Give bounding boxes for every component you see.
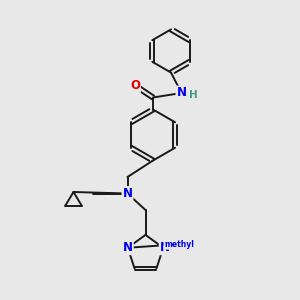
Text: N: N bbox=[176, 86, 187, 100]
Text: O: O bbox=[130, 79, 140, 92]
Text: N: N bbox=[160, 241, 170, 254]
Text: H: H bbox=[189, 90, 198, 100]
Text: N: N bbox=[123, 241, 133, 254]
Text: N: N bbox=[122, 187, 133, 200]
Text: methyl: methyl bbox=[164, 240, 194, 249]
